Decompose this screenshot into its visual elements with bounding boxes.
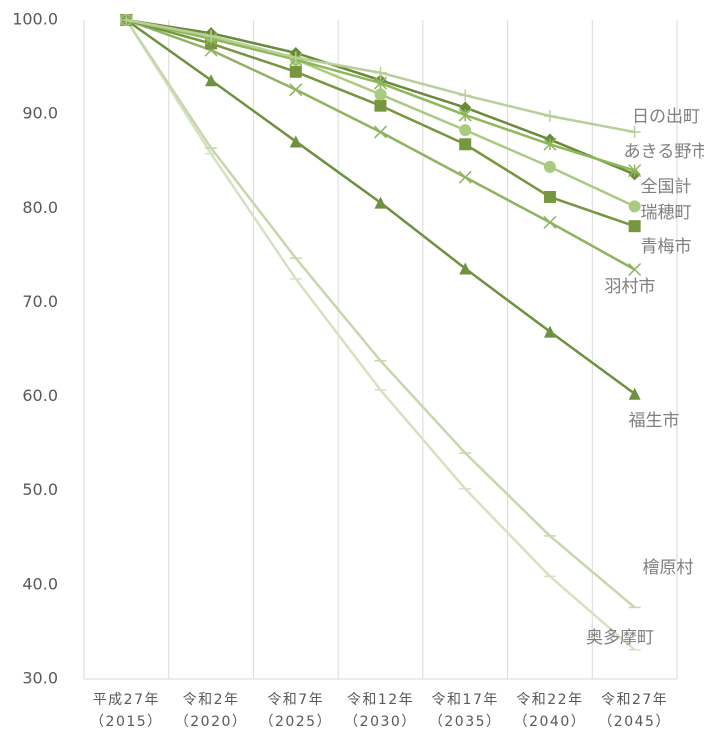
x-tick-label: （2025） xyxy=(259,714,332,730)
y-tick-label: 90.0 xyxy=(22,104,58,123)
x-tick-label: （2020） xyxy=(175,714,248,730)
marker xyxy=(459,89,472,102)
y-tick-label: 100.0 xyxy=(12,10,58,29)
series-label: 羽村市 xyxy=(605,277,656,297)
series-label: 福生市 xyxy=(629,411,680,431)
x-tick-label: （2035） xyxy=(429,714,502,730)
x-tick-label: （2045） xyxy=(598,714,671,730)
y-tick-label: 60.0 xyxy=(22,386,58,405)
x-tick-label: （2030） xyxy=(344,714,417,730)
series-label: 奥多摩町 xyxy=(586,628,654,648)
marker xyxy=(628,262,642,277)
x-tick-label: 令和7年 xyxy=(267,692,324,708)
series-label: 檜原村 xyxy=(643,557,694,578)
marker xyxy=(289,51,302,64)
marker xyxy=(628,164,642,178)
marker xyxy=(459,124,472,137)
series-label: あきる野市 xyxy=(624,142,704,162)
series-line xyxy=(126,18,636,228)
marker xyxy=(628,220,641,233)
marker xyxy=(458,170,472,184)
y-tick-label: 40.0 xyxy=(22,574,58,593)
marker xyxy=(205,30,218,43)
y-tick-label: 70.0 xyxy=(22,292,58,311)
x-tick-label: 令和2年 xyxy=(183,692,240,708)
x-tick-label: 令和17年 xyxy=(432,692,499,708)
x-tick-label: 令和22年 xyxy=(516,692,583,708)
series-line xyxy=(125,19,636,651)
marker xyxy=(543,215,557,229)
marker xyxy=(543,325,556,338)
marker xyxy=(374,88,387,101)
marker xyxy=(289,65,302,78)
marker xyxy=(459,101,472,114)
x-tick-label: （2040） xyxy=(514,714,587,730)
marker xyxy=(459,262,472,275)
series-label: 日の出町 xyxy=(632,107,700,127)
marker xyxy=(628,126,641,139)
marker xyxy=(373,125,388,139)
marker xyxy=(543,110,556,123)
marker xyxy=(374,99,387,112)
marker xyxy=(289,135,302,148)
marker xyxy=(459,138,472,151)
marker xyxy=(120,14,133,26)
marker xyxy=(373,76,388,90)
marker xyxy=(628,200,641,213)
series-line xyxy=(125,18,636,271)
x-tick-label: （2015） xyxy=(90,714,163,730)
y-tick-label: 50.0 xyxy=(22,480,58,499)
x-tick-label: 令和12年 xyxy=(347,692,414,708)
marker xyxy=(289,83,303,97)
marker xyxy=(205,74,218,87)
marker xyxy=(543,160,556,173)
marker xyxy=(374,66,387,79)
y-tick-label: 30.0 xyxy=(22,669,58,688)
marker xyxy=(458,108,472,122)
series-label: 全国計 xyxy=(641,177,692,197)
marker xyxy=(543,190,556,203)
marker xyxy=(628,387,641,400)
series-label: 瑞穂町 xyxy=(641,203,692,223)
y-tick-label: 80.0 xyxy=(22,198,58,217)
series-label: 青梅市 xyxy=(641,237,692,257)
marker xyxy=(543,137,557,151)
x-tick-label: 平成27年 xyxy=(93,692,160,708)
x-tick-label: 令和27年 xyxy=(601,692,668,708)
marker xyxy=(374,196,387,209)
